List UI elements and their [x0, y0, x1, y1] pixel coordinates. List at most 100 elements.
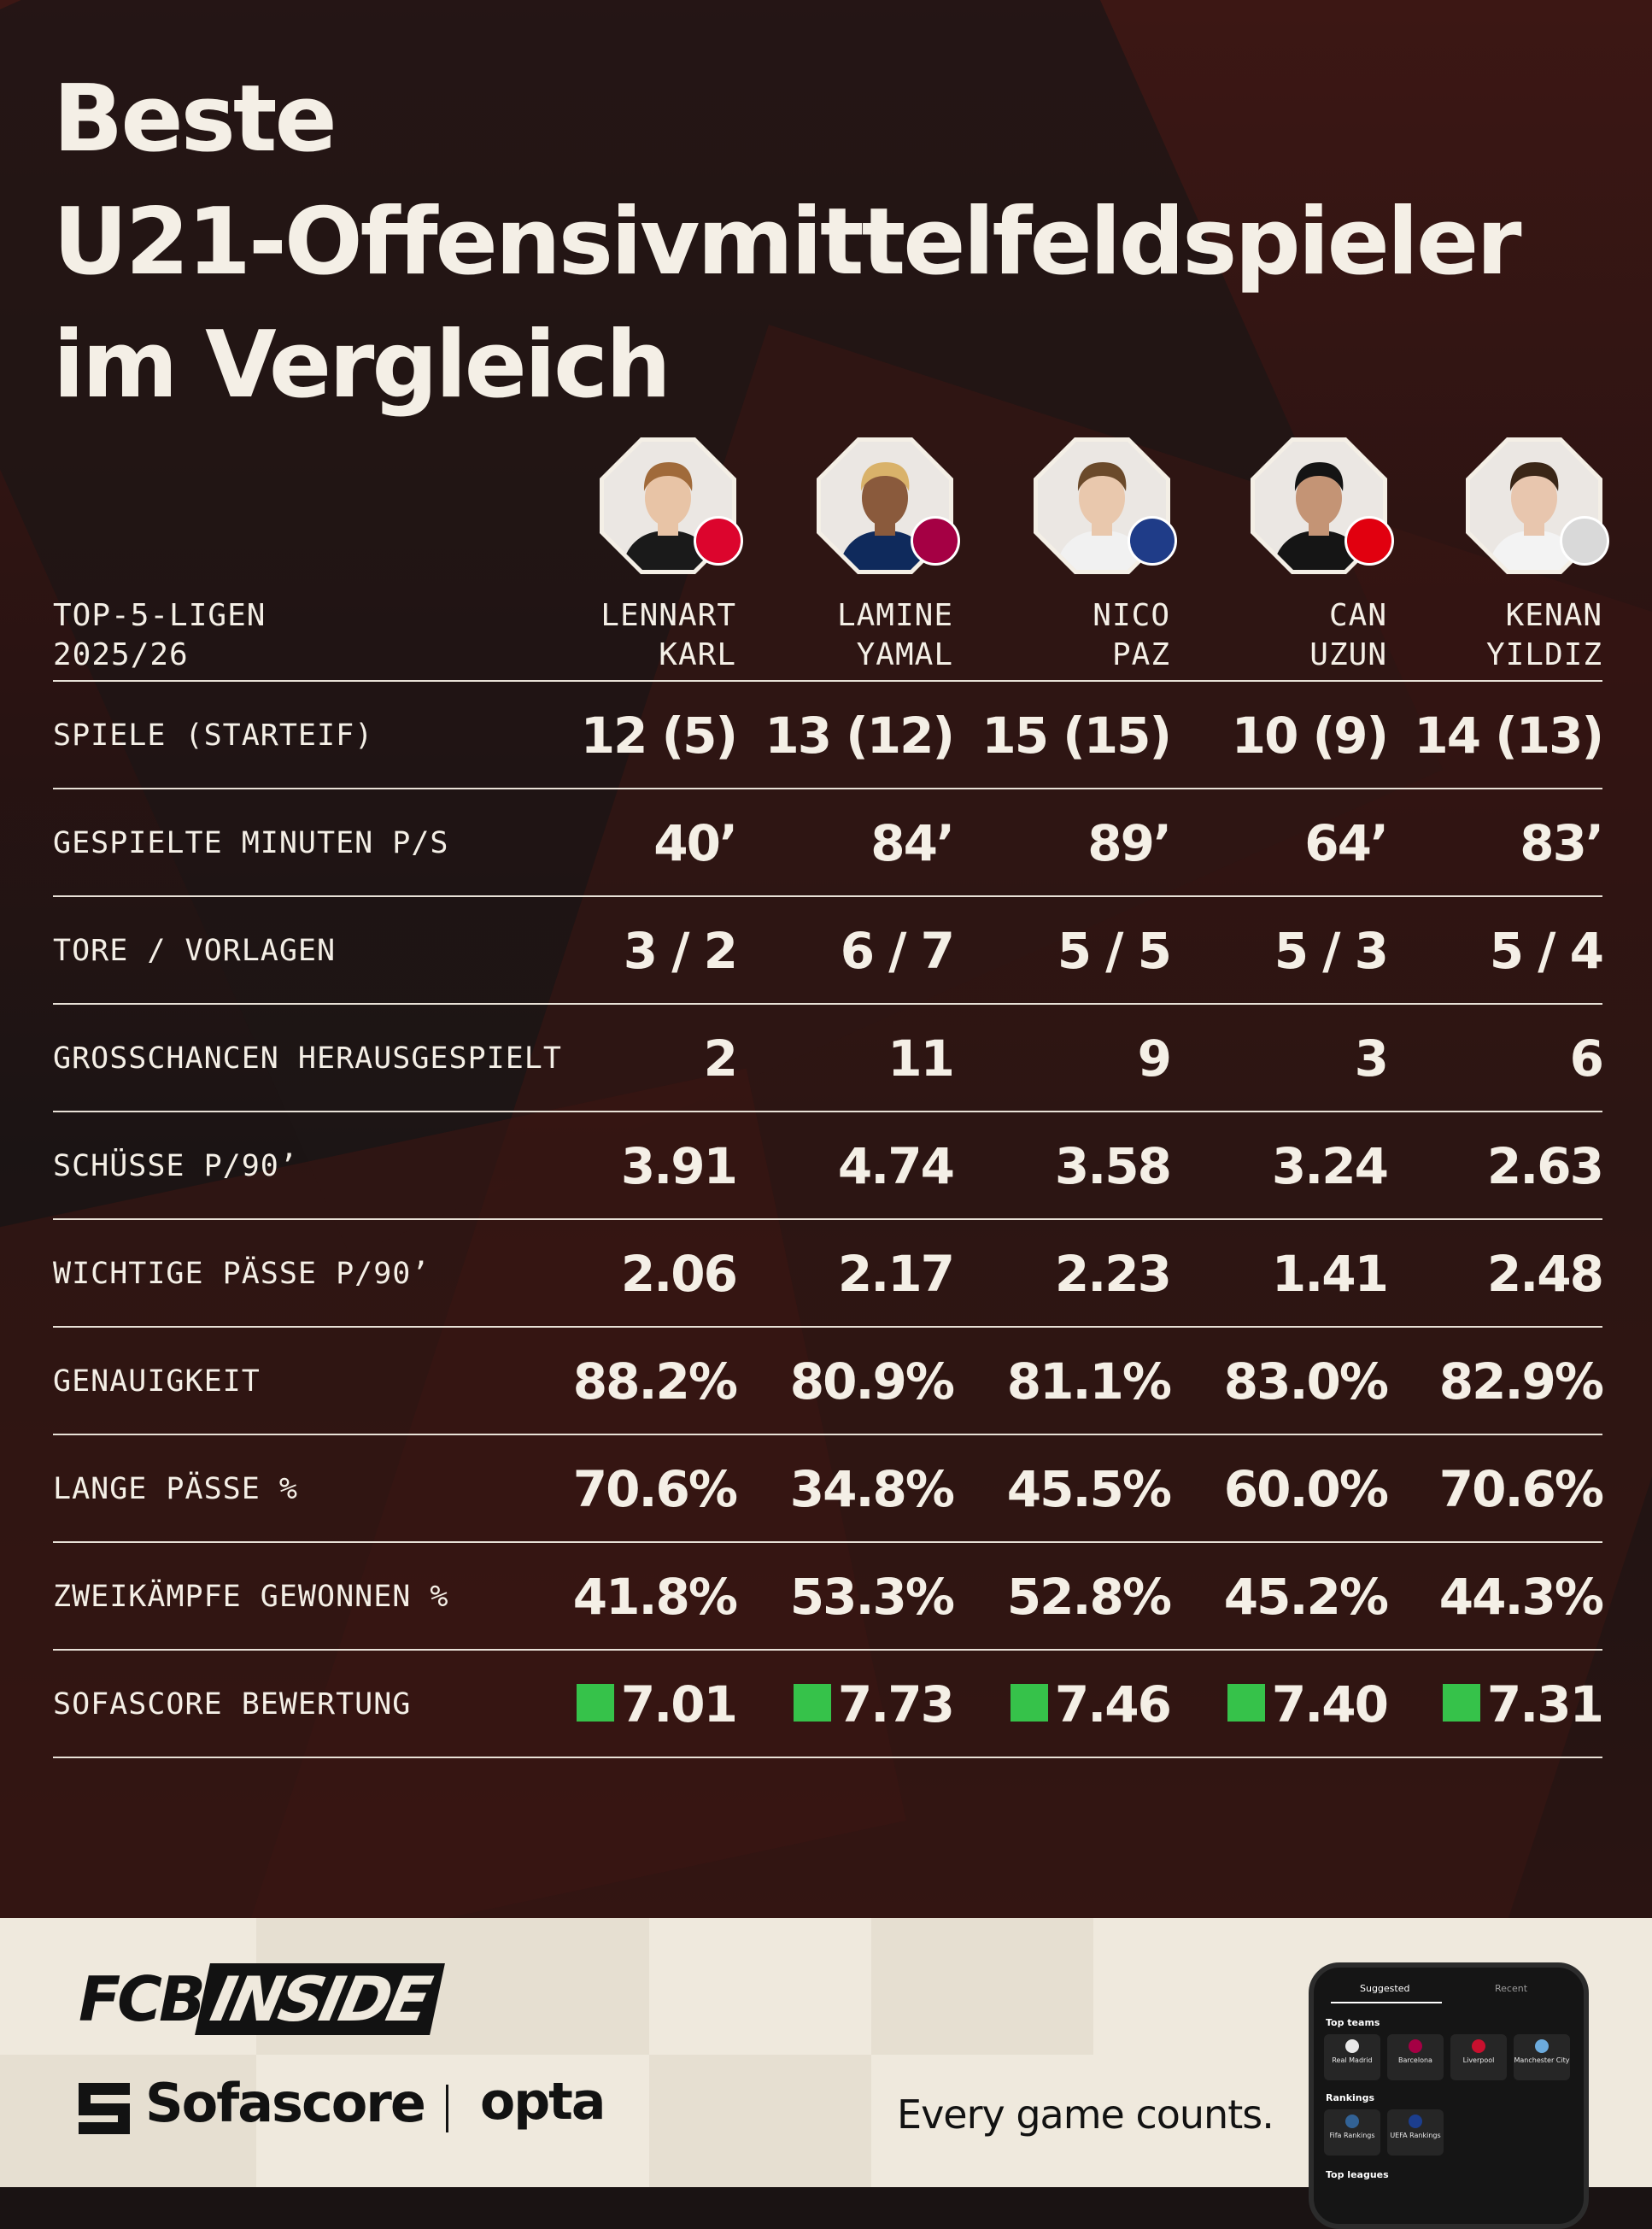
stat-value: 40’	[653, 814, 738, 872]
stat-value: 2.63	[1486, 1137, 1604, 1195]
player-name: LENNART KARL	[531, 596, 736, 675]
juventus-badge-icon	[1560, 516, 1609, 566]
team-name: Barcelona	[1398, 2056, 1432, 2064]
phone-mockup: Suggested Recent Top teams Real Madrid B…	[1309, 1962, 1589, 2229]
player-last-name: UZUN	[1309, 637, 1387, 672]
stat-value: 41.8%	[572, 1568, 738, 1626]
table-row: SPIELE (STARTEIF) 12 (5) 13 (12) 15 (15) 10 …	[53, 682, 1604, 789]
stat-value: 1.41	[1271, 1245, 1389, 1303]
stat-value: 2.23	[1054, 1245, 1172, 1303]
tab-suggested: Suggested	[1360, 1983, 1410, 1994]
tab-indicator	[1331, 2002, 1442, 2003]
stat-value: 3.24	[1271, 1137, 1389, 1195]
table-divider	[53, 1649, 1602, 1651]
rating-value: 7.40	[1271, 1675, 1389, 1733]
table-row: WICHTIGE PÄSSE P/90’ 2.06 2.17 2.23 1.41 2.48	[53, 1220, 1604, 1328]
logo-divider	[446, 2085, 448, 2132]
player-name: LAMINE YAMAL	[748, 596, 953, 675]
stat-value: 81.1%	[1006, 1352, 1172, 1411]
sofascore-icon	[79, 2083, 130, 2134]
stat-label: GESPIELTE MINUTEN P/S	[53, 826, 449, 860]
rating-cell: 7.40	[1165, 1651, 1389, 1758]
stat-label: SPIELE (STARTEIF)	[53, 719, 374, 753]
stat-label: LANGE PÄSSE %	[53, 1472, 298, 1506]
phone-section-title: Top teams	[1326, 2017, 1380, 2028]
rating-value: 7.73	[837, 1675, 955, 1733]
table-row: LANGE PÄSSE % 70.6% 34.8% 45.5% 60.0% 70.6%	[53, 1435, 1604, 1543]
stat-value: 88.2%	[572, 1352, 738, 1411]
stat-value: 13 (12)	[764, 707, 955, 765]
player-name: NICO PAZ	[965, 596, 1170, 675]
stat-value: 64’	[1304, 814, 1389, 872]
stat-value: 45.5%	[1006, 1460, 1172, 1518]
liverpool-icon	[1472, 2039, 1485, 2053]
ranking-name: UEFA Rankings	[1390, 2132, 1441, 2139]
rating-value: 7.31	[1486, 1675, 1604, 1733]
stat-value: 84’	[870, 814, 955, 872]
manchester-city-icon	[1535, 2039, 1549, 2053]
stat-value: 3 / 2	[623, 922, 738, 980]
background-tile	[649, 2055, 871, 2187]
stat-value: 80.9%	[789, 1352, 955, 1411]
rating-square-icon	[1442, 1683, 1480, 1722]
player-first-name: LAMINE	[836, 598, 953, 633]
rating-cell: 7.01	[514, 1651, 738, 1758]
table-divider	[53, 1111, 1602, 1112]
rating-square-icon	[1227, 1683, 1265, 1722]
tab-recent: Recent	[1495, 1983, 1528, 1994]
barcelona-badge-icon	[911, 516, 960, 566]
stat-value: 4.74	[837, 1137, 955, 1195]
stat-value: 2	[703, 1029, 738, 1088]
rating-square-icon	[1010, 1683, 1048, 1722]
table-divider	[53, 1541, 1602, 1543]
fcb-logo-text: FCB	[79, 1963, 206, 2035]
stat-value: 34.8%	[789, 1460, 955, 1518]
fcb-inside-logo: FCBINSIDE	[79, 1963, 445, 2035]
player-last-name: YILDIZ	[1485, 637, 1602, 672]
stat-value: 6	[1569, 1029, 1604, 1088]
stat-value: 52.8%	[1006, 1568, 1172, 1626]
table-divider	[53, 1434, 1602, 1435]
team-tile: Barcelona	[1387, 2034, 1444, 2080]
player-avatars	[0, 437, 1652, 574]
table-row: GROSSCHANCEN HERAUSGESPIELT 2 11 9 3 6	[53, 1005, 1604, 1112]
player-first-name: NICO	[1093, 598, 1170, 633]
rating-value: 7.01	[620, 1675, 738, 1733]
table-divider	[53, 1218, 1602, 1220]
player-last-name: PAZ	[1111, 637, 1170, 672]
sofascore-logo-text: Sofascore	[145, 2072, 426, 2134]
stat-value: 82.9%	[1438, 1352, 1604, 1411]
stat-value: 11	[888, 1029, 955, 1088]
stat-value: 83.0%	[1223, 1352, 1389, 1411]
stat-value: 60.0%	[1223, 1460, 1389, 1518]
uefa-icon	[1409, 2115, 1422, 2128]
ranking-tile: Fifa Rankings	[1324, 2109, 1380, 2156]
rating-square-icon	[793, 1683, 831, 1722]
stat-value: 70.6%	[1438, 1460, 1604, 1518]
stat-value: 83’	[1520, 814, 1604, 872]
player-first-name: KENAN	[1505, 598, 1602, 633]
stat-value: 9	[1137, 1029, 1172, 1088]
rating-square-icon	[576, 1683, 614, 1722]
title-line: U21-Offensivmittelfeldspieler	[53, 189, 1521, 296]
stat-value: 2.06	[620, 1245, 738, 1303]
stat-value: 14 (13)	[1414, 707, 1604, 765]
phone-tabs: Suggested Recent	[1314, 1980, 1584, 2005]
rating-value: 7.46	[1054, 1675, 1172, 1733]
opta-logo-text: opta	[480, 2072, 606, 2132]
stat-value: 10 (9)	[1231, 707, 1389, 765]
player-avatar	[600, 437, 736, 574]
background-tile	[871, 1918, 1093, 2055]
tagline: Every game counts.	[897, 2091, 1274, 2138]
stat-label: ZWEIKÄMPFE GEWONNEN %	[53, 1580, 449, 1614]
rating-cell: 7.46	[948, 1651, 1172, 1758]
table-row: GENAUIGKEIT 88.2% 80.9% 81.1% 83.0% 82.9%	[53, 1328, 1604, 1435]
stat-value: 2.17	[837, 1245, 955, 1303]
stat-label: GENAUIGKEIT	[53, 1364, 261, 1399]
stat-label: SCHÜSSE P/90’	[53, 1149, 298, 1183]
stat-value: 89’	[1087, 814, 1172, 872]
team-name: Liverpool	[1462, 2056, 1495, 2064]
player-name: KENAN YILDIZ	[1397, 596, 1602, 675]
stat-value: 5 / 3	[1274, 922, 1389, 980]
eintracht-frankfurt-badge-icon	[1344, 516, 1394, 566]
